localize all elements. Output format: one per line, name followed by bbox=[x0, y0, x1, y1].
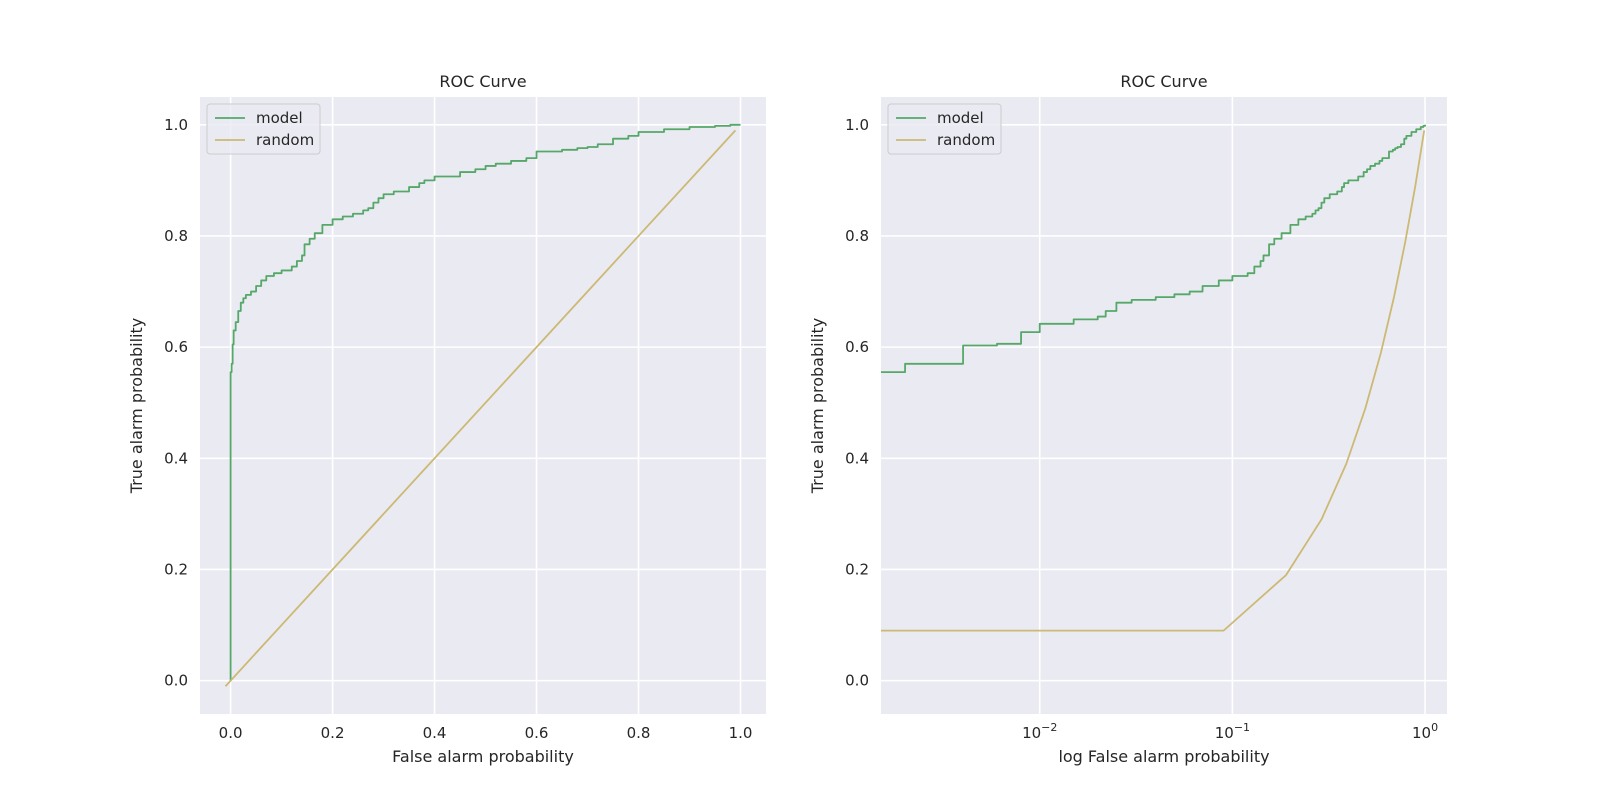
x-tick-label: 0.6 bbox=[525, 724, 549, 742]
y-tick-label: 0.6 bbox=[845, 338, 869, 356]
chart-title: ROC Curve bbox=[439, 72, 526, 91]
x-tick-label: 100 bbox=[1412, 721, 1438, 742]
legend: model random bbox=[206, 103, 321, 155]
y-tick-label: 1.0 bbox=[845, 116, 869, 134]
y-tick-label: 0.0 bbox=[164, 672, 188, 690]
x-tick-label: 0.4 bbox=[423, 724, 447, 742]
series-line-random bbox=[224, 129, 737, 687]
series-line-model bbox=[229, 123, 741, 681]
legend: model random bbox=[887, 103, 1002, 155]
y-axis-label: True alarm probability bbox=[127, 318, 146, 494]
legend-box bbox=[887, 103, 1002, 155]
y-tick-label: 0.8 bbox=[164, 227, 188, 245]
x-tick-label: 1.0 bbox=[729, 724, 753, 742]
legend-label-model: model bbox=[256, 109, 303, 127]
y-tick-label: 1.0 bbox=[164, 116, 188, 134]
y-tick-label: 0.2 bbox=[845, 560, 869, 578]
roc-panel-linear: 0.0 0.2 0.4 0.6 0.8 1.0 0.0 0.2 0.4 0.6 0.8 1.0 Fals… bbox=[127, 72, 766, 766]
x-tick-label: 0.2 bbox=[321, 724, 345, 742]
y-tick-label: 0.6 bbox=[164, 338, 188, 356]
x-axis-label: False alarm probability bbox=[392, 747, 574, 766]
y-tick-label: 0.4 bbox=[164, 449, 188, 467]
legend-label-random: random bbox=[256, 131, 314, 149]
series-line-random bbox=[881, 130, 1426, 632]
x-tick-label: 0.8 bbox=[627, 724, 651, 742]
chart-title: ROC Curve bbox=[1120, 72, 1207, 91]
y-tick-label: 0.2 bbox=[164, 560, 188, 578]
series-line-model bbox=[881, 124, 1426, 374]
x-tick-label: 0.0 bbox=[219, 724, 243, 742]
x-tick-label: 10−1 bbox=[1215, 721, 1250, 742]
plot-area bbox=[881, 97, 1447, 714]
roc-panel-log: 0.0 0.2 0.4 0.6 0.8 1.0 10−2 10−1 100 log False a… bbox=[808, 72, 1447, 766]
legend-label-random: random bbox=[937, 131, 995, 149]
y-tick-label: 0.4 bbox=[845, 449, 869, 467]
y-axis-label: True alarm probability bbox=[808, 318, 827, 494]
x-tick-label: 10−2 bbox=[1022, 721, 1057, 742]
legend-box bbox=[206, 103, 321, 155]
y-tick-label: 0.0 bbox=[845, 672, 869, 690]
y-tick-label: 0.8 bbox=[845, 227, 869, 245]
x-axis-label: log False alarm probability bbox=[1058, 747, 1269, 766]
legend-label-model: model bbox=[937, 109, 984, 127]
